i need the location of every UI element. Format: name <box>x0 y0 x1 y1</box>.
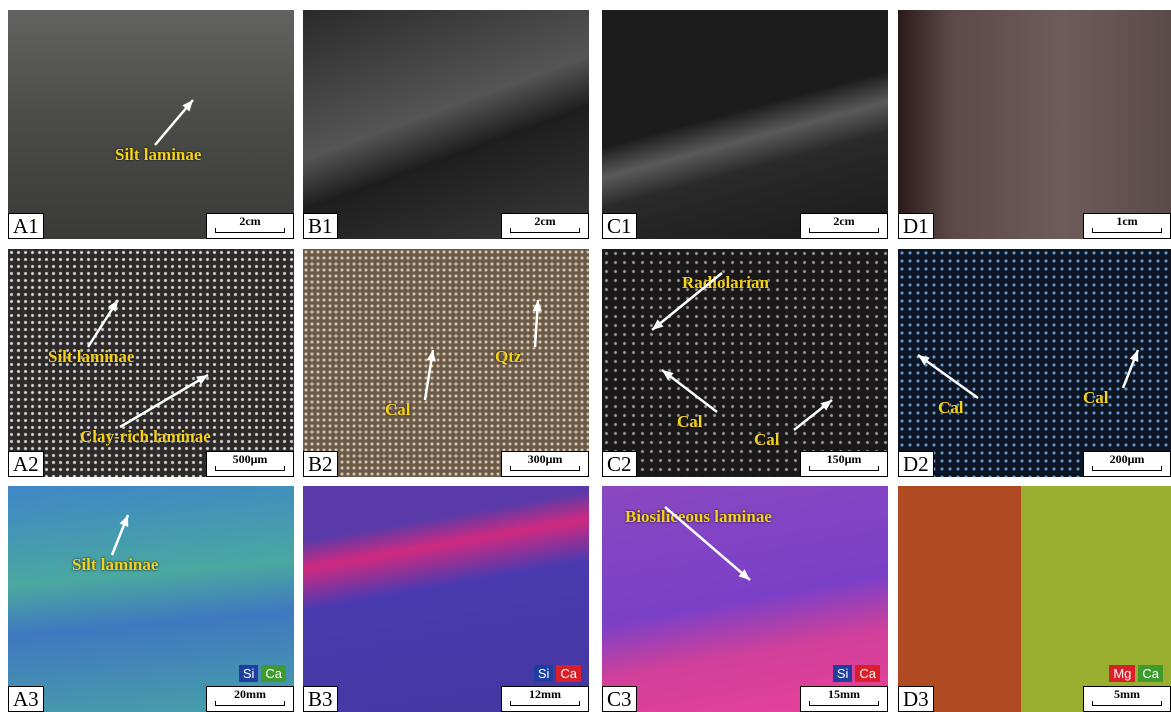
figure: A12cmSilt laminaeB12cmC12cmBiosiliceous … <box>0 0 1171 712</box>
arrow <box>533 300 542 347</box>
arrow <box>1123 350 1138 388</box>
arrow <box>794 400 832 430</box>
arrow <box>425 350 436 400</box>
arrow <box>918 355 978 398</box>
arrow-layer <box>0 0 1171 712</box>
arrow <box>112 515 128 555</box>
arrow <box>120 375 208 427</box>
arrow <box>662 370 717 412</box>
arrow <box>88 300 118 347</box>
arrow <box>155 100 193 145</box>
arrow <box>665 507 750 580</box>
arrow <box>652 273 722 330</box>
